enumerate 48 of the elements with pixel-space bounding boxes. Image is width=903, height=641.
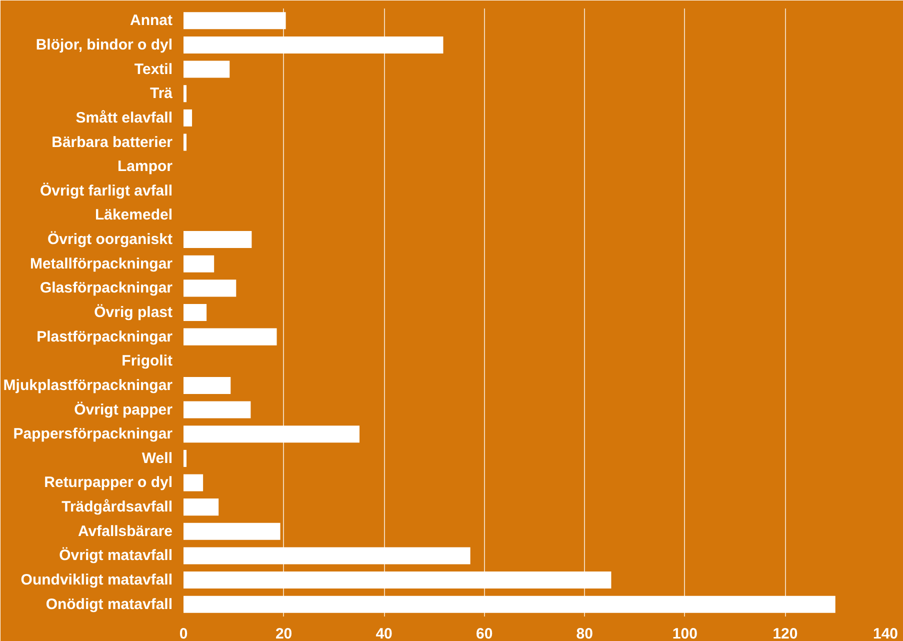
bar [184, 474, 204, 492]
bar [184, 255, 214, 272]
y-tick-label: Trädgårdsavfall [62, 498, 173, 516]
y-tick-label: Smått elavfall [76, 109, 173, 126]
x-tick-label: 140 [872, 626, 898, 641]
y-tick-label: Plastförpackningar [36, 328, 173, 346]
y-tick-label: Onödigt matavfall [46, 596, 173, 613]
y-tick-label: Avfallsbärare [78, 522, 173, 540]
bar [184, 60, 230, 78]
bar [184, 498, 219, 516]
y-tick-label: Bärbara batterier [52, 134, 173, 151]
x-tick-label: 60 [476, 626, 493, 641]
y-tick-label: Textil [134, 60, 173, 78]
y-tick-label: Blöjor, bindor o dyl [36, 36, 173, 54]
bar [184, 522, 280, 540]
y-tick-label: Övrig plast [94, 304, 173, 321]
x-tick-label: 20 [275, 626, 292, 641]
bar [184, 85, 187, 102]
y-tick-label: Glasförpackningar [40, 280, 173, 297]
bar [184, 328, 277, 346]
bar [184, 376, 231, 394]
y-tick-label: Övrigt farligt avfall [40, 182, 173, 200]
y-tick-label: Annat [130, 12, 173, 30]
bar [184, 450, 187, 467]
x-tick-label: 100 [672, 626, 698, 641]
y-tick-label: Oundvikligt matavfall [20, 572, 173, 589]
y-tick-label: Läkemedel [94, 206, 173, 224]
x-tick-label: 120 [772, 626, 798, 641]
y-tick-label: Trä [150, 85, 174, 102]
y-tick-label: Frigolit [122, 352, 173, 370]
bar [184, 304, 207, 322]
y-tick-label: Metallförpackningar [30, 255, 173, 272]
bar [184, 401, 251, 418]
x-tick-label: 80 [576, 626, 593, 641]
bar [184, 134, 187, 151]
y-tick-label: Övrigt papper [74, 401, 173, 418]
bar [184, 109, 192, 126]
y-tick-label: Pappersförpackningar [13, 426, 173, 443]
y-tick-label: Mjukplastförpackningar [3, 376, 173, 394]
x-tick-label: 0 [179, 626, 188, 641]
y-tick-label: Well [142, 450, 173, 467]
bar [184, 280, 236, 297]
y-tick-label: Övrigt matavfall [59, 547, 173, 564]
y-tick-label: Lampor [117, 158, 173, 176]
x-tick-label: 40 [376, 626, 392, 641]
y-tick-label: Returpapper o dyl [44, 474, 173, 492]
y-tick-label: Övrigt oorganiskt [47, 231, 173, 248]
bar [184, 231, 252, 248]
